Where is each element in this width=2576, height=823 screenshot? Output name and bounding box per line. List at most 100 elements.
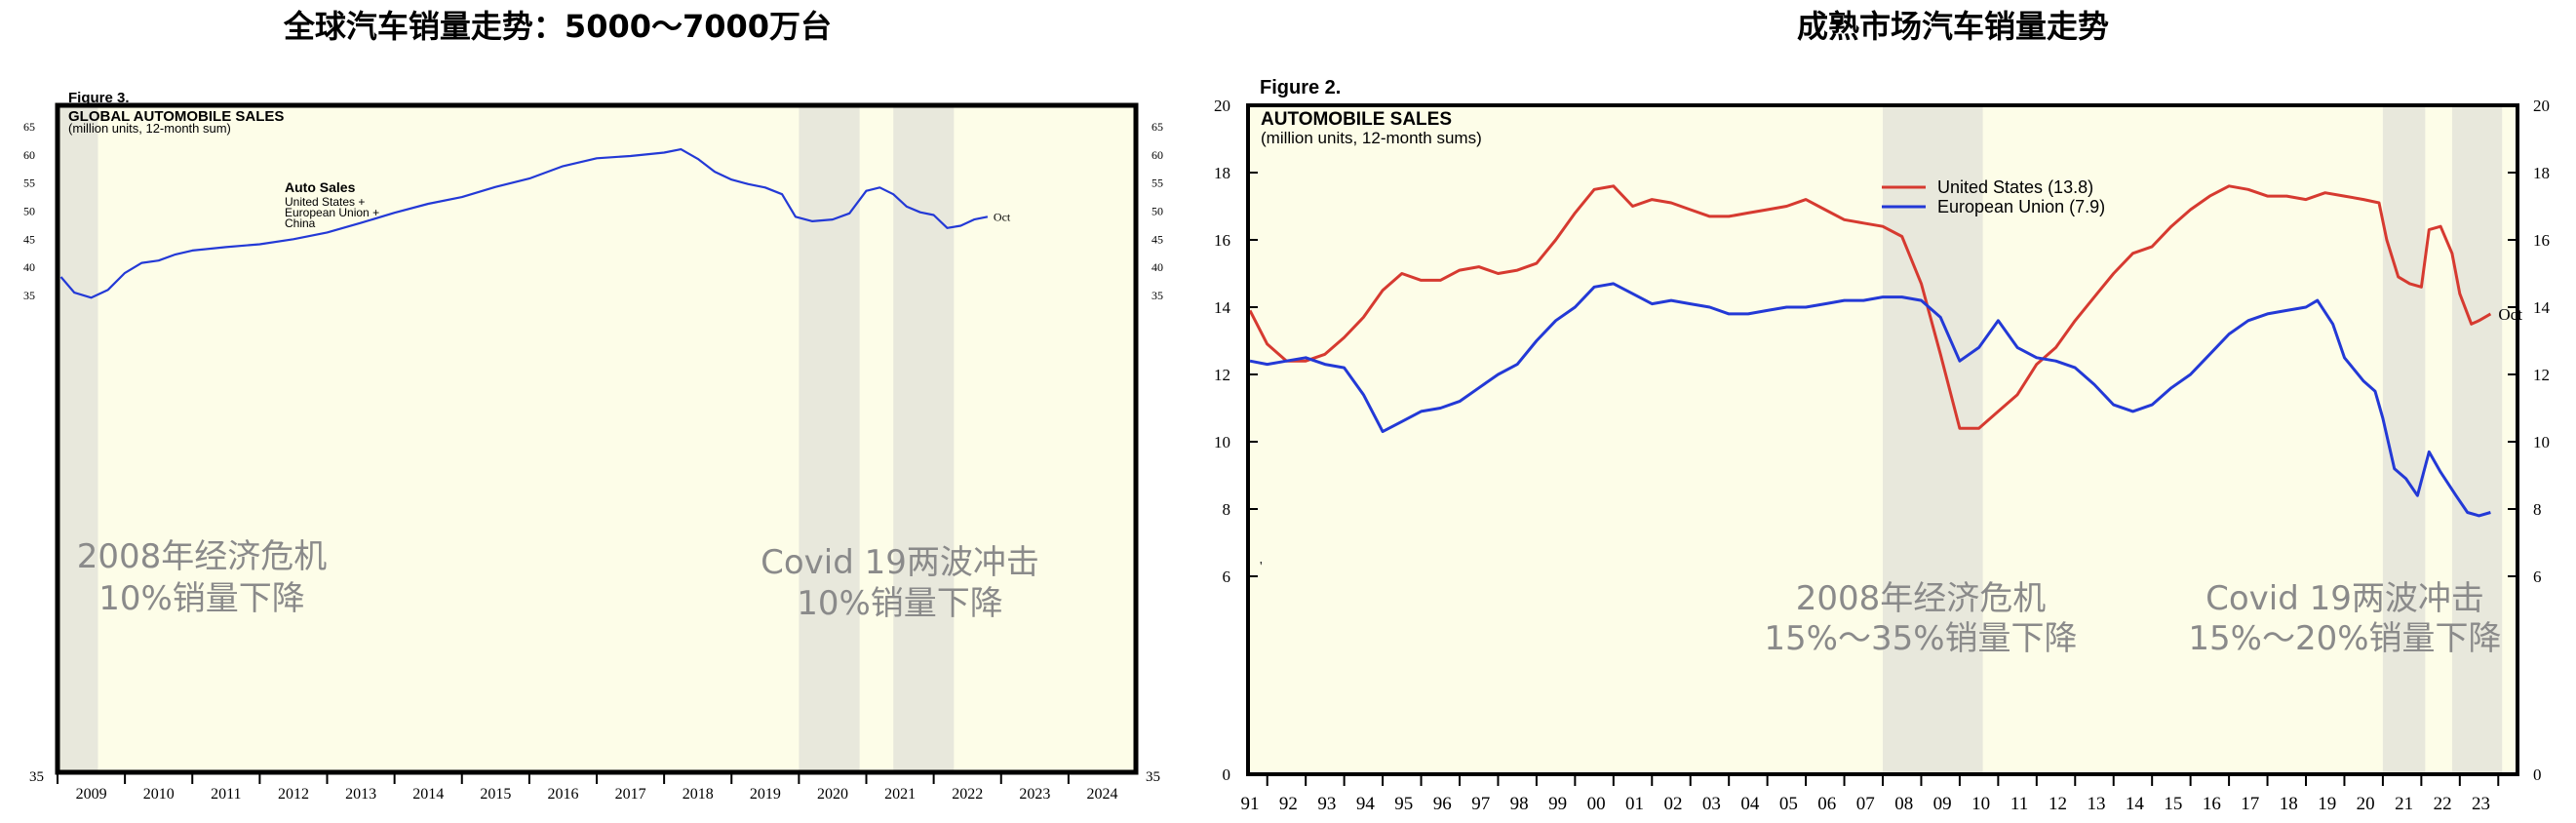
- chart-title: 成熟市场汽车销量走势: [1797, 8, 2109, 45]
- panel-subtitle: (million units, 12-month sums): [1261, 129, 1482, 147]
- annotation-2008-line2: 15%～35%销量下降: [1764, 619, 2077, 658]
- y-tick-label-right: 18: [2533, 164, 2550, 182]
- y-tick-label-left: 20: [1214, 97, 1230, 115]
- y-tick-label-left: 60: [23, 148, 35, 162]
- x-tick-label: 2010: [143, 786, 175, 803]
- x-tick-label: 2017: [615, 786, 646, 803]
- x-tick-label: 91: [1240, 794, 1259, 814]
- annotation-covid-line2: 15%～20%销量下降: [2188, 619, 2501, 658]
- x-tick-label: 2020: [817, 786, 848, 803]
- recession-band: [58, 105, 98, 772]
- y-tick-label-right: 20: [2533, 97, 2550, 115]
- y-tick-label-right: 10: [2533, 433, 2550, 451]
- x-tick-label: 11: [2010, 794, 2028, 814]
- legend-line: China: [285, 216, 316, 230]
- series-line-us: [1248, 184, 2492, 430]
- annotation-2008-line2: 10%销量下降: [98, 579, 305, 618]
- x-tick-label: 2014: [412, 786, 444, 803]
- y-tick-label-left: 18: [1214, 164, 1230, 182]
- y-tick-label-left: 45: [23, 232, 35, 246]
- series-line-global: [59, 148, 989, 299]
- figure-label: Figure 3.: [68, 90, 130, 106]
- y-tick-label-left: 12: [1214, 366, 1230, 384]
- x-tick-label: 04: [1740, 794, 1760, 814]
- chart-title: 全球汽车销量走势：5000～7000万台: [283, 8, 832, 45]
- x-tick-label: 2016: [547, 786, 578, 803]
- annotation-2008-line1: 2008年经济危机: [77, 537, 328, 576]
- x-tick-label: 07: [1856, 794, 1875, 814]
- x-tick-label: 15: [2164, 794, 2182, 814]
- y-tick-label-right: 6: [2533, 568, 2542, 586]
- x-tick-label: 16: [2203, 794, 2221, 814]
- x-tick-label: 08: [1894, 794, 1913, 814]
- x-tick-label: 2019: [750, 786, 781, 803]
- annotation-covid-line1: Covid 19两波冲击: [761, 543, 1039, 582]
- x-tick-label: 2023: [1019, 786, 1050, 803]
- x-tick-label: 94: [1356, 794, 1376, 814]
- x-tick-label: 17: [2241, 794, 2259, 814]
- legend-line: European Union +: [285, 206, 379, 219]
- y-tick-label-left: 40: [23, 260, 35, 274]
- x-tick-label: 13: [2087, 794, 2105, 814]
- y-tick-label-right: 0: [2533, 765, 2542, 784]
- x-tick-label: 10: [1971, 794, 1990, 814]
- plot-area: [58, 105, 1136, 772]
- panel-subtitle: (million units, 12-month sum): [68, 121, 231, 136]
- y-tick-label-left: 14: [1214, 298, 1231, 317]
- x-tick-label: 12: [2049, 794, 2067, 814]
- x-tick-label: 19: [2318, 794, 2336, 814]
- y-tick-label-left: 0: [1223, 765, 1231, 784]
- y-tick-label-right: 8: [2533, 500, 2542, 519]
- y-bottom-label-right: 35: [1146, 769, 1160, 785]
- recession-band: [893, 105, 955, 772]
- x-tick-label: 98: [1510, 794, 1529, 814]
- y-tick-label-right: 50: [1151, 205, 1163, 218]
- stray-mark: ': [1260, 560, 1263, 574]
- x-tick-label: 2018: [683, 786, 714, 803]
- x-tick-label: 06: [1817, 794, 1836, 814]
- figure-label: Figure 2.: [1260, 77, 1341, 98]
- x-tick-label: 97: [1471, 794, 1490, 814]
- legend-label-eu: European Union (7.9): [1937, 197, 2105, 216]
- x-tick-label: 20: [2357, 794, 2375, 814]
- x-tick-label: 00: [1587, 794, 1606, 814]
- x-tick-label: 2011: [211, 786, 241, 803]
- x-tick-label: 2024: [1086, 786, 1117, 803]
- x-tick-label: 2021: [884, 786, 916, 803]
- x-tick-label: 05: [1779, 794, 1798, 814]
- legend-title: Auto Sales: [285, 179, 356, 195]
- y-tick-label-left: 50: [23, 205, 35, 218]
- panel-title: AUTOMOBILE SALES: [1261, 109, 1452, 130]
- x-tick-label: 2012: [278, 786, 309, 803]
- x-tick-label: 95: [1394, 794, 1413, 814]
- y-tick-label-right: 45: [1151, 232, 1163, 246]
- legend-line: United States +: [285, 195, 365, 209]
- x-tick-label: 01: [1625, 794, 1644, 814]
- plot-frame: [55, 102, 1139, 775]
- global-sales-chart: 全球汽车销量走势：5000～7000万台 65 65 60 60 55 55 50 50 45 4…: [23, 8, 1163, 803]
- y-tick-label-right: 12: [2533, 366, 2550, 384]
- annotation-covid-line2: 10%销量下降: [797, 584, 1003, 623]
- x-tick-label: 18: [2280, 794, 2298, 814]
- recession-band: [2382, 105, 2426, 774]
- x-tick-label: 2013: [345, 786, 376, 803]
- y-tick-label-left: 10: [1214, 433, 1230, 451]
- y-tick-label-right: 16: [2533, 231, 2550, 250]
- series-line-eu: [1249, 282, 2491, 518]
- x-tick-label: 93: [1317, 794, 1336, 814]
- x-tick-label: 09: [1933, 794, 1952, 814]
- x-tick-label: 2009: [76, 786, 107, 803]
- y-tick-label-left: 65: [23, 120, 35, 134]
- recession-band: [799, 105, 860, 772]
- series-end-label: Oct: [994, 210, 1011, 223]
- x-tick-label: 92: [1279, 794, 1298, 814]
- x-tick-label: 2015: [480, 786, 511, 803]
- y-tick-label-right: 14: [2533, 298, 2551, 317]
- recession-band: [2451, 105, 2503, 774]
- y-tick-label-right: 35: [1151, 289, 1163, 302]
- legend-label-us: United States (13.8): [1937, 177, 2093, 197]
- plot-frame: [1246, 103, 2519, 776]
- annotation-covid-line1: Covid 19两波冲击: [2205, 579, 2484, 618]
- x-tick-label: 14: [2126, 794, 2145, 814]
